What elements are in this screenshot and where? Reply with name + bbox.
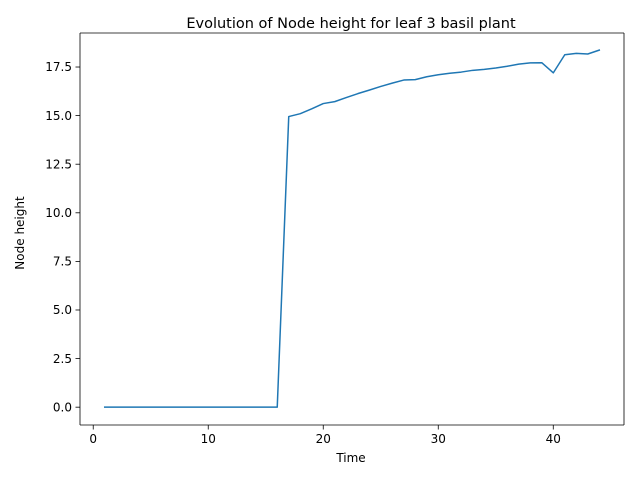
y-tick-label: 7.5 [53, 255, 72, 269]
y-tick-label: 12.5 [45, 157, 72, 171]
x-axis-label: Time [335, 451, 365, 465]
x-axis-ticks: 0 10 20 30 40 [89, 425, 561, 446]
x-tick-label: 0 [89, 432, 97, 446]
y-tick-label: 2.5 [53, 352, 72, 366]
y-tick-label: 17.5 [45, 60, 72, 74]
y-tick-label: 0.0 [53, 400, 72, 414]
y-tick-label: 5.0 [53, 303, 72, 317]
x-tick-label: 20 [316, 432, 331, 446]
y-tick-label: 10.0 [45, 206, 72, 220]
plot-area [79, 32, 625, 426]
chart-title: Evolution of Node height for leaf 3 basi… [186, 16, 516, 32]
x-tick-label: 30 [431, 432, 446, 446]
series-line-0 [103, 49, 601, 408]
y-axis-label: Node height [13, 196, 27, 270]
x-tick-label: 40 [546, 432, 561, 446]
y-tick-label: 15.0 [45, 109, 72, 123]
x-tick-label: 10 [201, 432, 216, 446]
y-axis-ticks: 0.0 2.5 5.0 7.5 10.0 12.5 15.0 17.5 [45, 60, 80, 414]
